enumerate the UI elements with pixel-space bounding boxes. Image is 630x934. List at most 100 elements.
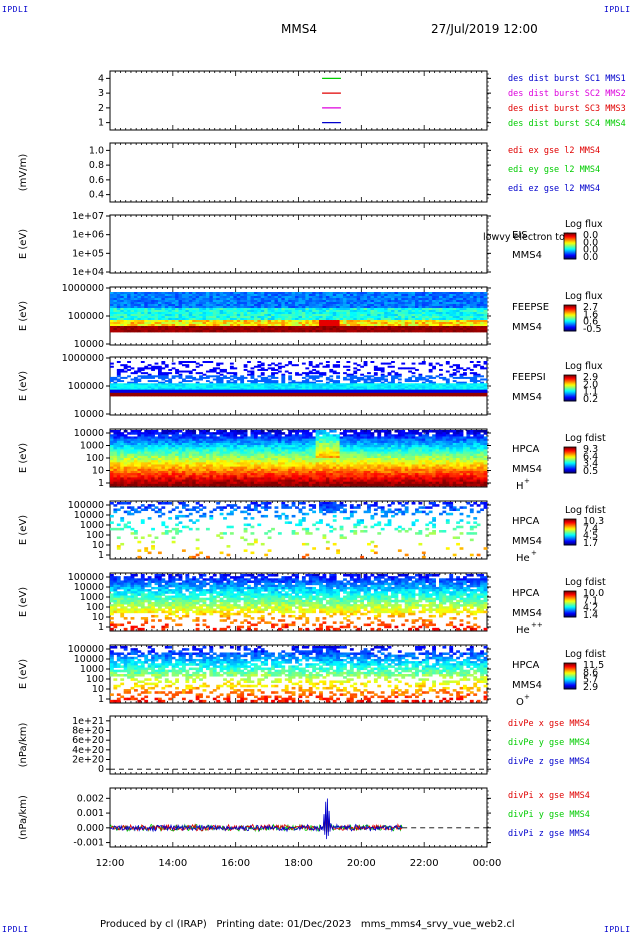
- colorbar-tick-label: 4.5: [583, 531, 598, 542]
- legend-entry: edi ey gse l2 MMS4: [508, 165, 600, 175]
- y-axis-title: (nPa/km): [18, 723, 29, 768]
- instrument-name: HPCA: [512, 660, 540, 671]
- panel-1-axes: [109, 70, 488, 131]
- colorbar-cell: [564, 519, 576, 521]
- colorbar-cell: [564, 469, 576, 472]
- colorbar-cell: [564, 540, 576, 543]
- y-tick-label: 0: [98, 764, 104, 775]
- colorbar-cell: [564, 450, 576, 452]
- y-axis-labels: 1e+04 1e+05 1e+06 1e+07 E (eV): [18, 211, 491, 278]
- colorbar-cell: [564, 612, 576, 615]
- colorbar-cell: [564, 605, 576, 607]
- y-axis-labels: 1 2 3 4: [98, 73, 491, 129]
- species-charge: +: [531, 549, 537, 557]
- colorbar-cell: [564, 242, 576, 245]
- instrument-name: HPCA: [512, 588, 540, 599]
- colorbar-cell: [564, 591, 576, 593]
- colorbar-cell: [564, 596, 576, 598]
- plot-title: MMS4: [281, 22, 317, 36]
- colorbar-cell: [564, 470, 576, 473]
- colorbar-tick-label: 0.5: [583, 466, 598, 477]
- colorbar-cell: [564, 249, 576, 251]
- colorbar-cell: [564, 323, 576, 325]
- colorbar-cell: [564, 614, 576, 617]
- colorbar-cell: [564, 246, 576, 248]
- divpi-series: [109, 798, 403, 840]
- colorbar-cell: [564, 684, 576, 687]
- y-tick-label: 1: [98, 118, 104, 129]
- colorbar-cell: [564, 380, 576, 382]
- y-axis-title: E (eV): [18, 443, 29, 473]
- instrument-name: FEEPSI: [512, 372, 546, 383]
- colorbar-cell: [564, 539, 576, 542]
- colorbar-cell: [564, 243, 576, 246]
- colorbar-cell: [564, 381, 576, 384]
- legend-entry: des dist burst SC4 MMS4: [508, 119, 626, 129]
- y-tick-label: 1000: [80, 520, 104, 531]
- colorbar-tick-label: 1.4: [583, 610, 598, 621]
- corner-label-top-right: IPDLI: [604, 5, 630, 14]
- colorbar-cell: [564, 597, 576, 600]
- colorbar-cell: [564, 309, 576, 311]
- colorbar-cell: [564, 595, 576, 597]
- instrument-labels: HPCA MMS4 He +: [512, 516, 542, 564]
- colorbar-cell: [564, 379, 576, 381]
- colorbar-cell: [564, 253, 576, 256]
- colorbar-cell: [564, 538, 576, 541]
- y-axis-title: (nPa/km): [18, 795, 29, 840]
- colorbar-tick-label: 2.9: [583, 682, 598, 693]
- colorbar-tick-label: 1.1: [583, 387, 598, 398]
- colorbar-cell: [564, 607, 576, 609]
- colorbar-cell: [564, 240, 576, 243]
- species-charge: +: [524, 477, 530, 485]
- colorbar-tick-label: 5.7: [583, 675, 598, 686]
- colorbar-cell: [564, 466, 576, 469]
- species-label: O: [516, 697, 524, 708]
- colorbar-cell: [564, 667, 576, 669]
- colorbar-cell: [564, 315, 576, 318]
- colorbar-cell: [564, 388, 576, 390]
- colorbar-cell: [564, 305, 576, 307]
- time-tick-label: 16:00: [221, 858, 250, 869]
- colorbar-tick-label: 0.0: [583, 230, 598, 241]
- colorbar-cell: [564, 375, 576, 377]
- colorbar-frame: [563, 446, 577, 474]
- legend-entry: des dist burst SC2 MMS2: [508, 89, 626, 99]
- instrument-labels: EIS MMS4 lowvy electron tof: [483, 230, 569, 261]
- colorbar-cell: [564, 541, 576, 544]
- colorbar-tick-label: 1.6: [583, 309, 598, 320]
- y-tick-label: 1e+07: [72, 211, 104, 222]
- spectrogram: [110, 361, 488, 397]
- colorbar-cell: [564, 318, 576, 320]
- colorbar-cell: [564, 669, 576, 672]
- panel-11-axes: [109, 787, 488, 848]
- colorbar-cell: [564, 311, 576, 314]
- colorbar-cell: [564, 251, 576, 253]
- colorbar-cell: [564, 327, 576, 330]
- legend-entry: divPe x gse MMS4: [508, 719, 590, 729]
- colorbar-tick-label: 3.4: [583, 459, 598, 470]
- colorbar-cell: [564, 606, 576, 608]
- colorbar-cell: [564, 386, 576, 389]
- colorbar-cell: [564, 398, 576, 401]
- colorbar-cell: [564, 306, 576, 308]
- colorbar-tick-label: 8.6: [583, 667, 598, 678]
- instrument-name: HPCA: [512, 444, 540, 455]
- instrument-labels: FEEPSI MMS4: [512, 372, 546, 403]
- colorbar-cell: [564, 671, 576, 674]
- colorbar-cell: [564, 683, 576, 686]
- y-tick-label: 10: [92, 466, 104, 477]
- colorbar-cell: [564, 685, 576, 688]
- y-tick-label: 100: [86, 530, 104, 541]
- y-tick-label: 10000: [74, 582, 104, 593]
- colorbar-cell: [564, 537, 576, 539]
- y-axis-title: E (eV): [18, 515, 29, 545]
- colorbar-cell: [564, 599, 576, 602]
- colorbar-cell: [564, 383, 576, 386]
- colorbar-cell: [564, 254, 576, 257]
- colorbar-cell: [564, 307, 576, 309]
